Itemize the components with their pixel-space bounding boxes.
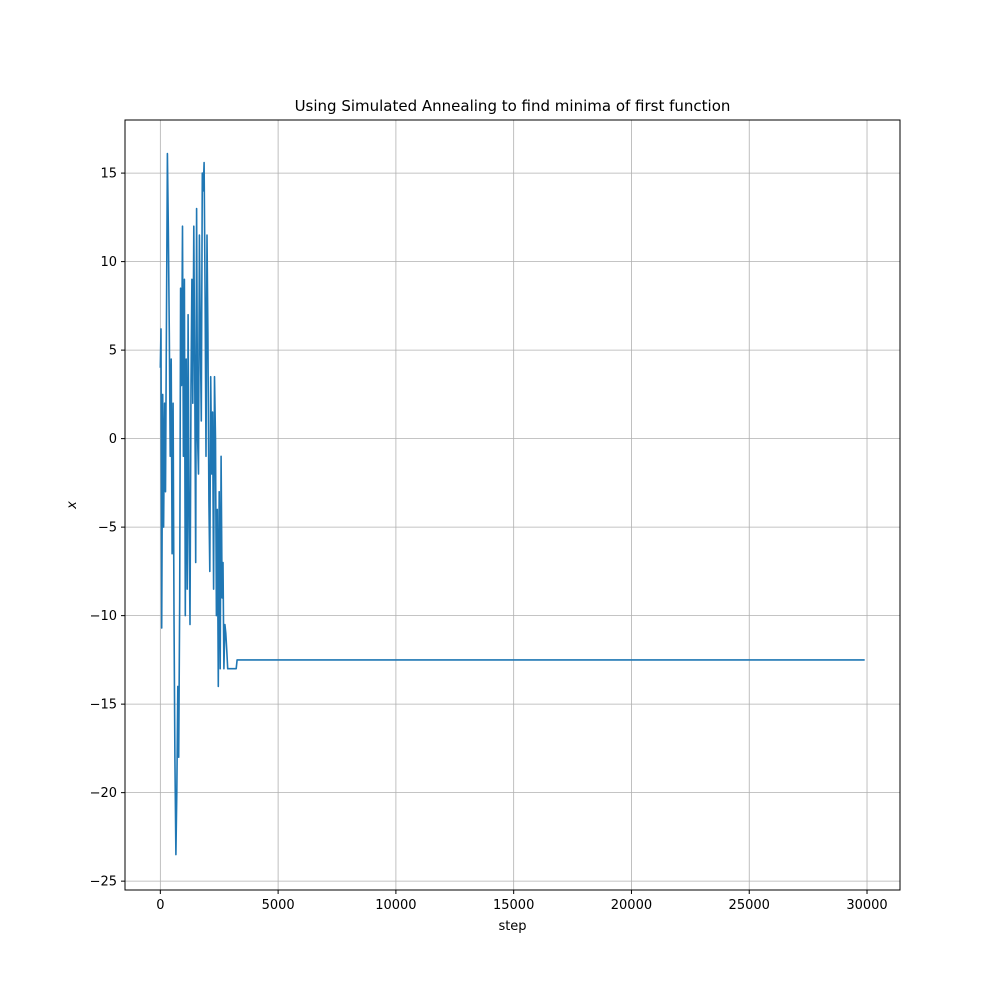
x-tick-label: 25000 [729,898,770,913]
y-tick-label: 0 [109,432,117,447]
ticks: 0 5000 10000 15000 20000 25000 30000 −25 −20 −15 −… [90,167,888,913]
x-axis-label: step [498,919,526,934]
chart-title: Using Simulated Annealing to find minima… [295,97,731,115]
y-tick-label: −25 [90,875,117,890]
x-tick-label: 30000 [846,898,887,913]
x-tick-label: 20000 [611,898,652,913]
x-tick-label: 5000 [262,898,295,913]
y-tick-label: −5 [98,521,117,536]
y-tick-label: 15 [100,167,117,182]
y-tick-label: 5 [109,344,117,359]
x-tick-label: 10000 [375,898,416,913]
x-tick-label: 15000 [493,898,534,913]
y-tick-label: −15 [90,698,117,713]
y-tick-label: 10 [100,255,117,270]
x-tick-label: 0 [156,898,164,913]
y-axis-label: x [65,501,80,510]
y-tick-label: −20 [90,786,117,801]
series-line [159,152,865,856]
y-tick-label: −10 [90,609,117,624]
plot-frame [124,119,901,891]
grid [125,120,900,890]
series-layer [159,152,865,856]
